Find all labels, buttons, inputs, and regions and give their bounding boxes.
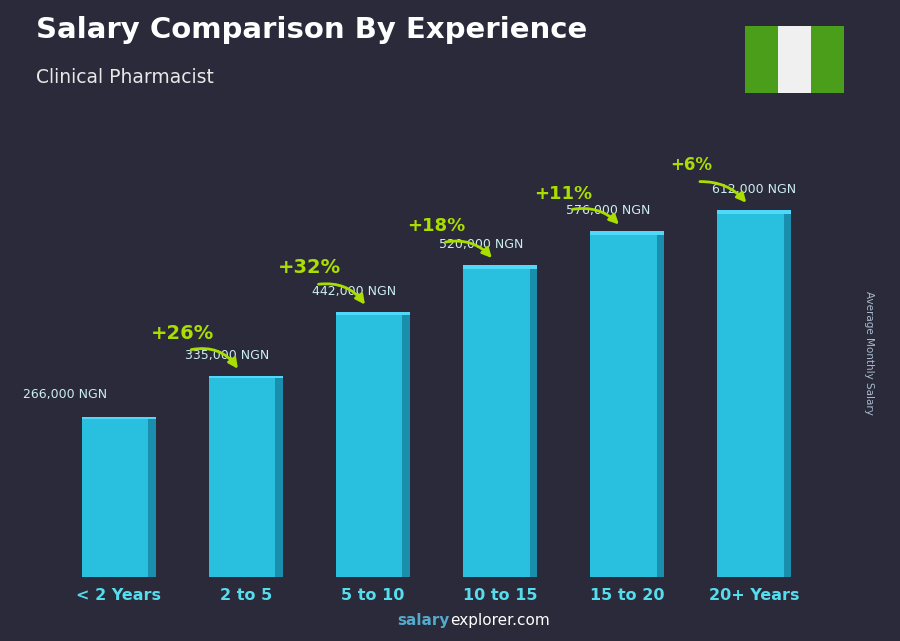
Bar [778,26,811,93]
Text: 335,000 NGN: 335,000 NGN [184,349,269,362]
Bar [590,231,664,235]
Bar [336,312,410,315]
Bar [717,210,791,214]
Bar [590,231,664,577]
Bar [275,376,283,577]
Bar [336,312,410,577]
Text: 576,000 NGN: 576,000 NGN [566,204,651,217]
Text: explorer.com: explorer.com [450,613,550,628]
Text: +6%: +6% [670,156,712,174]
Text: salary: salary [398,613,450,628]
Bar [209,376,283,577]
Text: 442,000 NGN: 442,000 NGN [311,285,396,297]
Bar [82,417,156,419]
Text: +32%: +32% [278,258,341,278]
Bar [717,210,791,577]
Text: Clinical Pharmacist: Clinical Pharmacist [36,69,214,87]
Bar [209,376,283,378]
Text: 612,000 NGN: 612,000 NGN [712,183,796,196]
Bar [82,417,156,577]
Bar [784,210,791,577]
Bar [464,265,537,577]
Bar [402,312,410,577]
Bar [745,26,778,93]
Text: Salary Comparison By Experience: Salary Comparison By Experience [36,17,587,44]
Bar [811,26,844,93]
Bar [657,231,664,577]
Bar [148,417,156,577]
Text: Average Monthly Salary: Average Monthly Salary [863,290,874,415]
Text: 266,000 NGN: 266,000 NGN [23,388,107,401]
Bar [464,265,537,269]
Text: +26%: +26% [150,324,214,343]
Text: 520,000 NGN: 520,000 NGN [439,238,523,251]
Text: +11%: +11% [535,185,593,203]
Bar [529,265,537,577]
Text: +18%: +18% [408,217,465,235]
